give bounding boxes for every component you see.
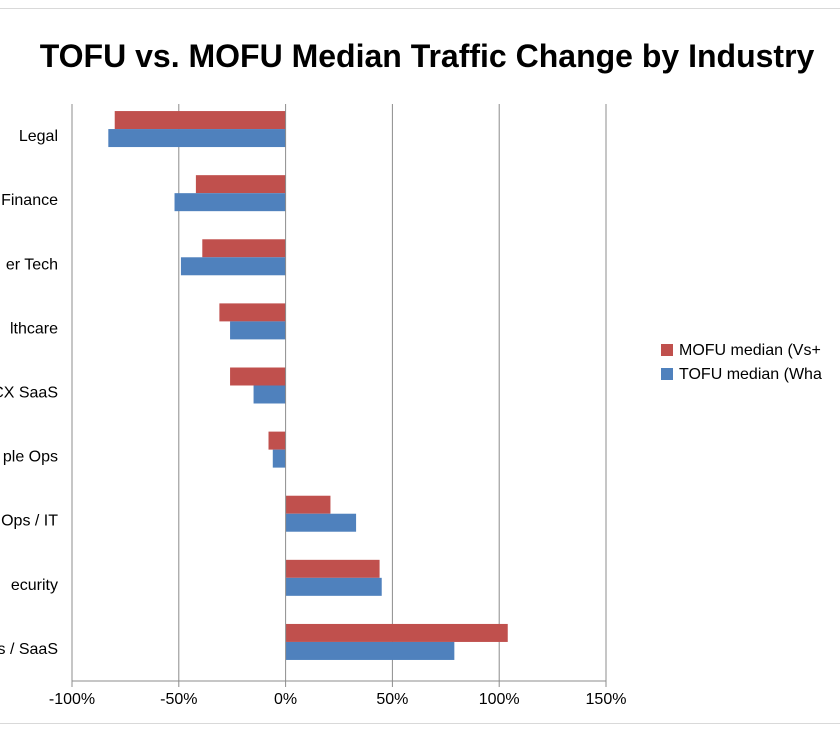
legend: MOFU median (Vs+ TOFU median (Wha (661, 340, 822, 388)
bar-tofu (180, 257, 286, 276)
x-tick-label: -50% (160, 691, 197, 708)
bar-mofu (202, 239, 286, 258)
legend-item-tofu: TOFU median (Wha (661, 364, 822, 388)
category-labels: Legal Finance er Tech lthcare CX SaaS ple Ops… (0, 128, 58, 658)
bar-tofu (108, 129, 286, 148)
bars (108, 111, 508, 660)
category-label: Finance (1, 192, 58, 209)
bar-mofu (114, 111, 286, 130)
bar-tofu (285, 641, 455, 660)
bar-tofu (230, 321, 286, 340)
chart-frame (0, 8, 840, 724)
category-label: ple Ops (3, 449, 58, 466)
legend-item-mofu: MOFU median (Vs+ (661, 340, 822, 364)
category-label: Legal (19, 128, 58, 145)
legend-swatch-tofu (661, 368, 673, 380)
bar-mofu (285, 623, 508, 642)
bar-mofu (268, 431, 286, 450)
bar-mofu (285, 559, 380, 578)
category-label: lthcare (10, 320, 58, 337)
x-tick-label: 100% (479, 691, 520, 708)
bar-tofu (253, 385, 286, 404)
legend-label-tofu: TOFU median (Wha (679, 366, 822, 383)
category-label: er Tech (6, 256, 58, 273)
tick-labels: -100% -50% 0% 50% 100% 150% (49, 691, 627, 708)
legend-label-mofu: MOFU median (Vs+ (679, 342, 821, 359)
bar-tofu (272, 449, 286, 468)
bar-tofu (174, 193, 286, 212)
category-label: Ops / IT (1, 513, 58, 530)
bar-tofu (285, 577, 382, 596)
category-label: CX SaaS (0, 385, 58, 402)
axes (71, 104, 607, 687)
x-tick-label: -100% (49, 691, 95, 708)
category-label: ecurity (11, 577, 58, 594)
bar-mofu (219, 303, 286, 322)
bar-mofu (230, 367, 286, 386)
x-tick-label: 150% (586, 691, 627, 708)
bar-tofu (285, 513, 357, 532)
bar-mofu (285, 495, 331, 514)
gridlines (71, 104, 607, 681)
x-tick-label: 50% (376, 691, 408, 708)
bar-mofu (195, 175, 286, 194)
category-label: s / SaaS (0, 641, 58, 658)
x-tick-label: 0% (274, 691, 297, 708)
legend-swatch-mofu (661, 344, 673, 356)
chart-title: TOFU vs. MOFU Median Traffic Change by I… (39, 38, 815, 74)
